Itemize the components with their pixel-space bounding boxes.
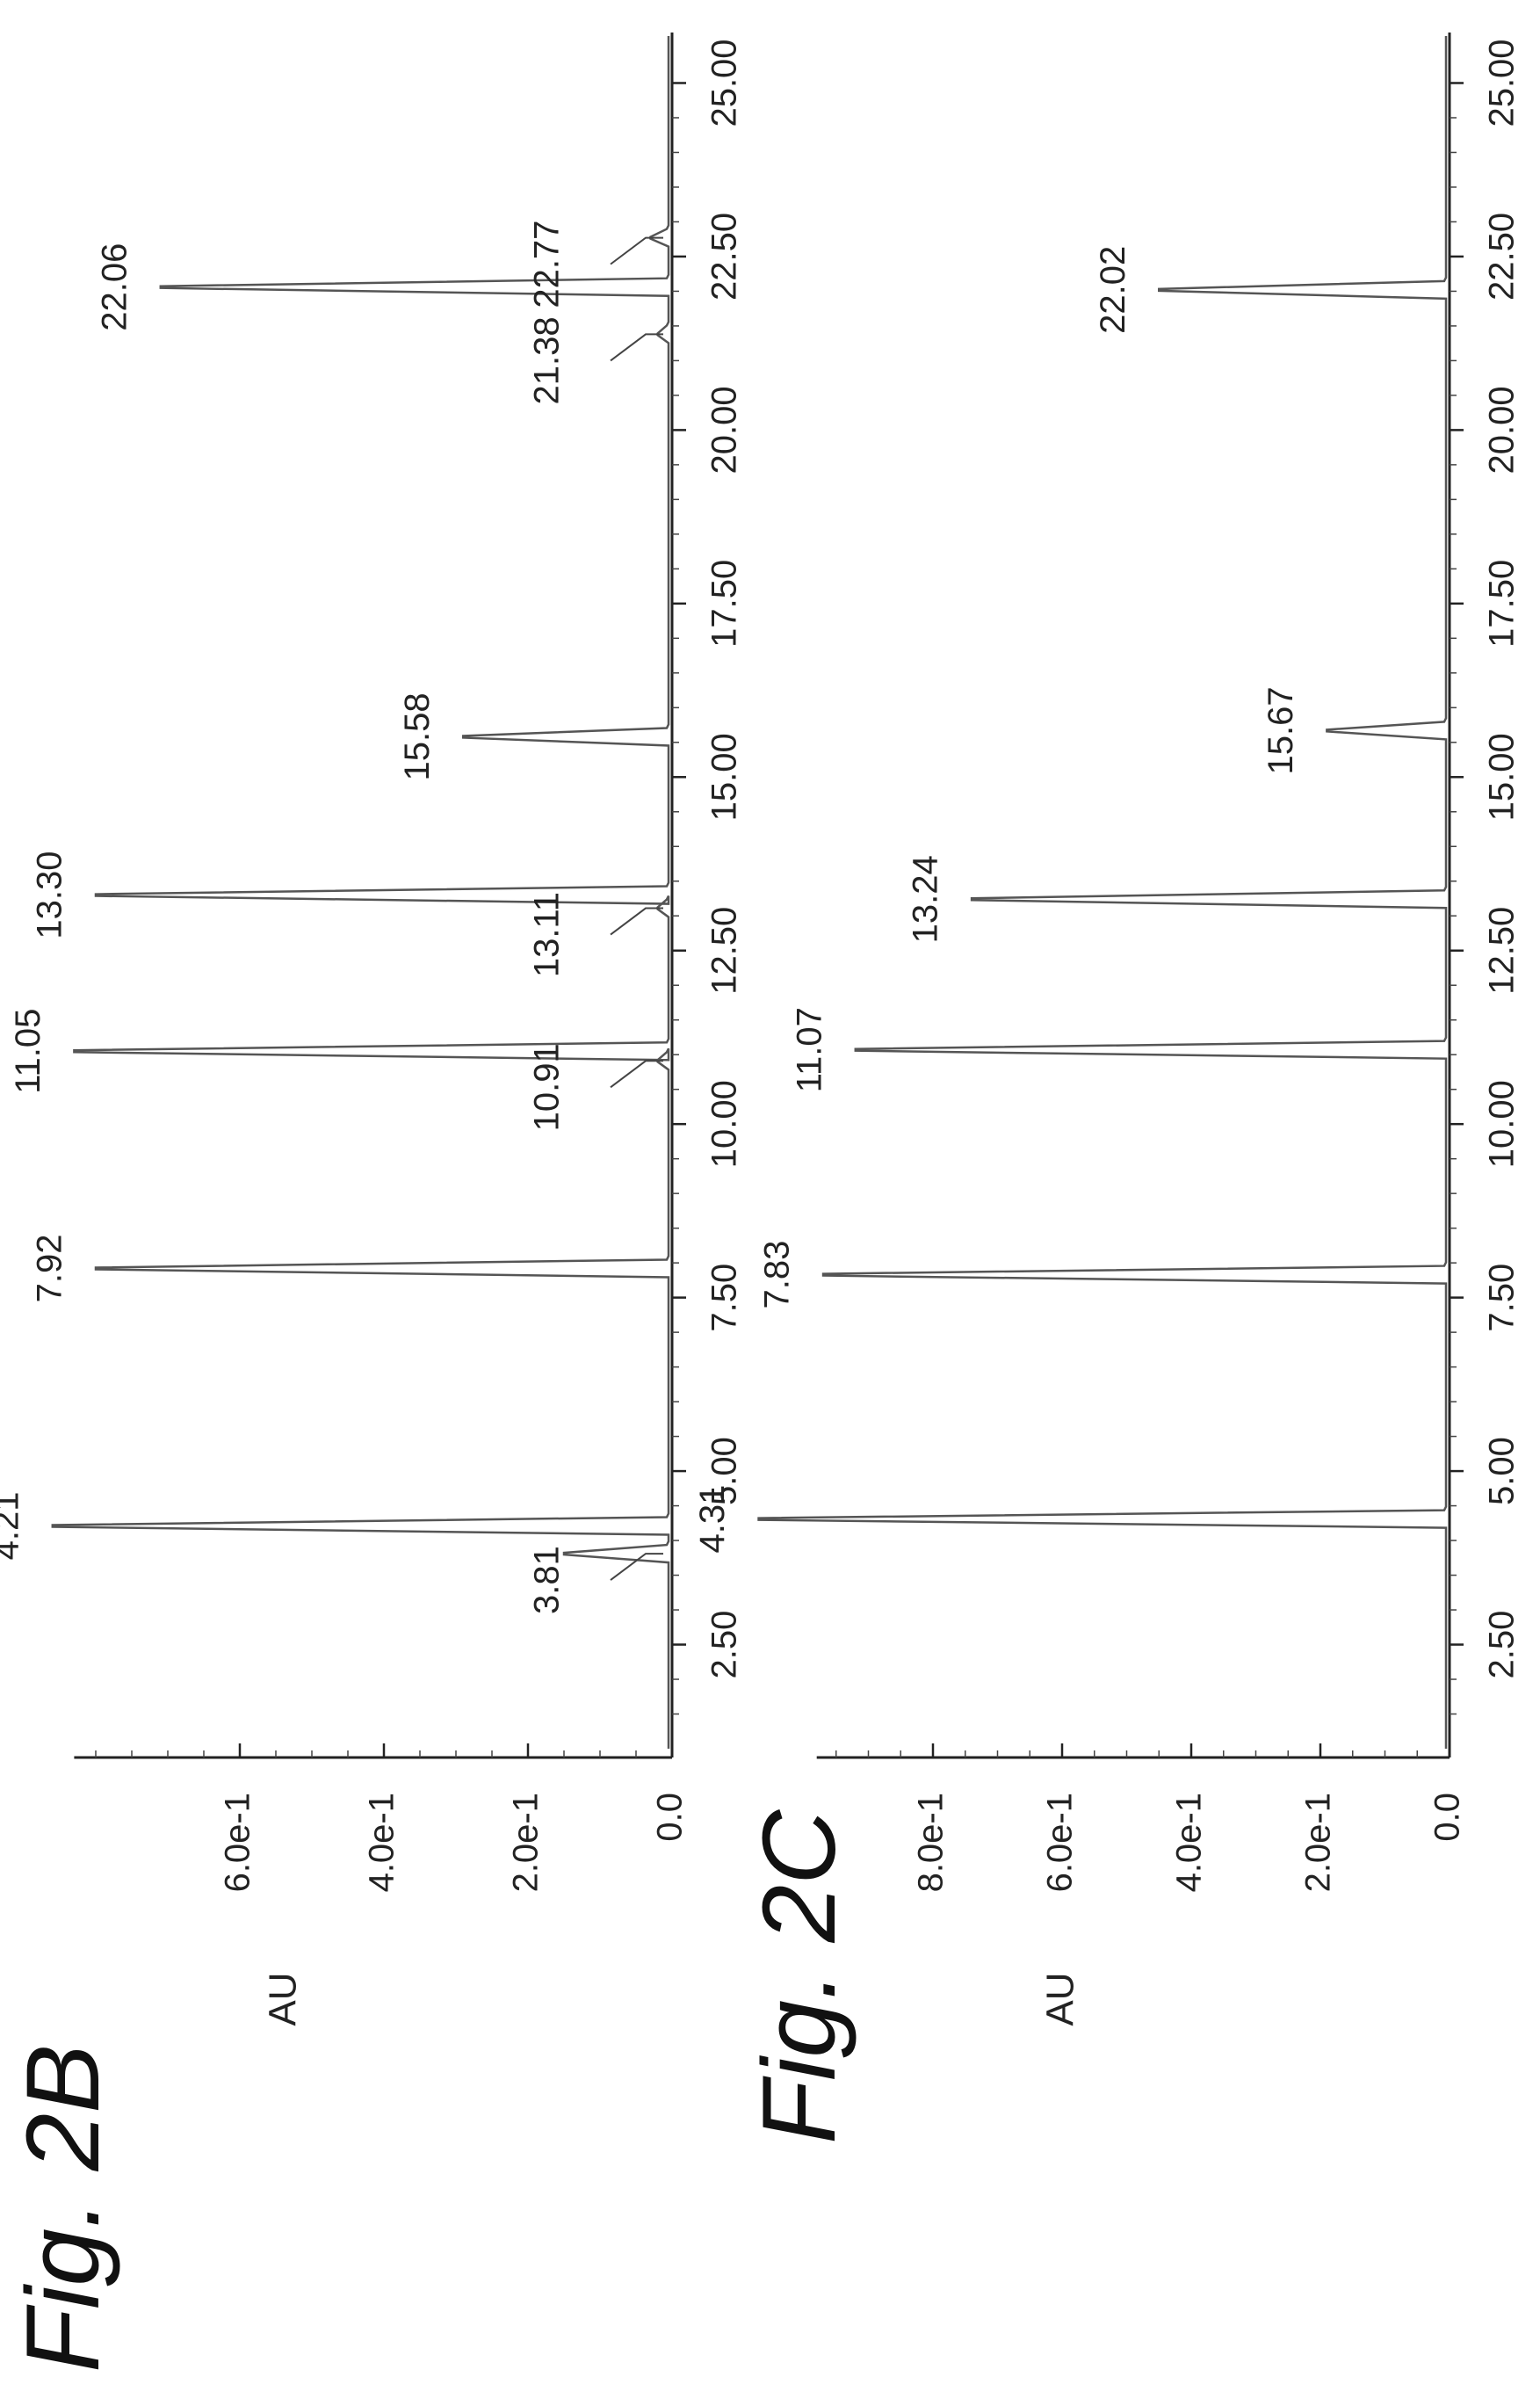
fig-2b-peak-leader — [610, 333, 663, 362]
fig-2c-y-tick-label: 6.0e-1 — [1041, 1793, 1080, 1892]
fig-2b-x-tick-label: 15.00 — [705, 733, 744, 821]
fig-2b-peak-label: 11.05 — [9, 1009, 47, 1094]
fig-2b-y-tick-label: 4.0e-1 — [363, 1793, 401, 1892]
fig-2c-y-tick-label: 0.0 — [1428, 1793, 1467, 1842]
fig-2b-peak-label: 22.77 — [528, 221, 567, 308]
fig-2c-peak-label: 15.67 — [1262, 686, 1300, 774]
fig-2b-peak-label: 3.81 — [528, 1546, 567, 1614]
fig-2c-x-tick-label: 20.00 — [1483, 386, 1522, 474]
fig-2c-peak-label: 13.24 — [907, 855, 945, 943]
fig-2b-peak-label: 7.92 — [31, 1235, 69, 1303]
fig-2c-peak-label: 4.31 — [693, 1485, 732, 1554]
fig-2b-y-axis-label: AU — [262, 1972, 305, 2026]
fig-2c-peak-label: 7.83 — [758, 1241, 797, 1309]
fig-2b-peak-label: 10.91 — [528, 1043, 567, 1131]
fig-2c-y-tick-label: 8.0e-1 — [912, 1793, 951, 1892]
fig-2b-x-tick-label: 20.00 — [705, 386, 744, 474]
fig-2c-peak-label: 22.02 — [1094, 246, 1132, 334]
fig-2b-x-tick-label: 17.50 — [705, 560, 744, 648]
fig-2b-peak-label: 15.58 — [398, 692, 437, 780]
fig-2c-x-tick-label: 10.00 — [1483, 1080, 1522, 1168]
fig-2b-title: Fig. 2B — [5, 2044, 121, 2373]
fig-2c-x-tick-label: 7.50 — [1483, 1264, 1522, 1332]
fig-2c-x-tick-label: 12.50 — [1483, 907, 1522, 995]
fig-2b-peak-leader — [610, 907, 663, 936]
fig-2b-x-tick-label: 25.00 — [705, 39, 744, 127]
fig-2b-peak-label: 13.11 — [528, 892, 567, 977]
chromatogram-fig-2c: 2.50 5.00 7.50 10.00 12.50 15.00 17.50 20.00 22.… — [693, 33, 1522, 2026]
fig-2b-peak-leader — [610, 236, 663, 265]
chromatogram-fig-2b: 2.50 5.00 7.50 10.00 12.50 15.00 17.50 20.00 22.… — [0, 33, 744, 2026]
fig-2b-y-tick-label: 2.0e-1 — [507, 1793, 546, 1892]
fig-2b-peak-label: 22.06 — [95, 243, 134, 331]
fig-2b-peak-label: 4.21 — [0, 1492, 25, 1561]
fig-2c-y-tick-label: 2.0e-1 — [1299, 1793, 1338, 1892]
fig-2c-x-tick-label: 17.50 — [1483, 560, 1522, 648]
fig-2c-peak-label: 11.07 — [790, 1007, 828, 1092]
fig-2b-peak-label: 21.38 — [528, 316, 567, 404]
fig-2c-x-tick-label: 22.50 — [1483, 213, 1522, 301]
fig-2b-x-tick-label: 12.50 — [705, 907, 744, 995]
fig-2c-x-tick-label: 5.00 — [1483, 1437, 1522, 1505]
fig-2b-peak-leader — [610, 1553, 663, 1581]
fig-2b-trace-line — [51, 36, 670, 1749]
fig-2b-x-tick-label: 22.50 — [705, 213, 744, 301]
fig-2c-x-tick-label: 15.00 — [1483, 733, 1522, 821]
fig-2b-x-tick-label: 10.00 — [705, 1080, 744, 1168]
fig-2b-y-tick-label: 6.0e-1 — [219, 1793, 257, 1892]
fig-2c-y-tick-label: 4.0e-1 — [1170, 1793, 1209, 1892]
fig-2c-trace-line — [757, 36, 1448, 1749]
fig-2b-y-tick-label: 0.0 — [651, 1793, 690, 1842]
fig-2c-y-axis-label: AU — [1039, 1972, 1082, 2026]
fig-2c-x-tick-label: 25.00 — [1483, 39, 1522, 127]
fig-2b-x-tick-label: 2.50 — [705, 1611, 744, 1679]
fig-2b-x-tick-label: 5.00 — [705, 1437, 744, 1505]
fig-2c-x-tick-label: 2.50 — [1483, 1611, 1522, 1679]
fig-2b-peak-label: 13.30 — [31, 851, 69, 938]
fig-2c-title: Fig. 2C — [741, 1809, 857, 2144]
fig-2b-peak-leader — [610, 1060, 663, 1089]
fig-2b-x-tick-label: 7.50 — [705, 1264, 744, 1332]
